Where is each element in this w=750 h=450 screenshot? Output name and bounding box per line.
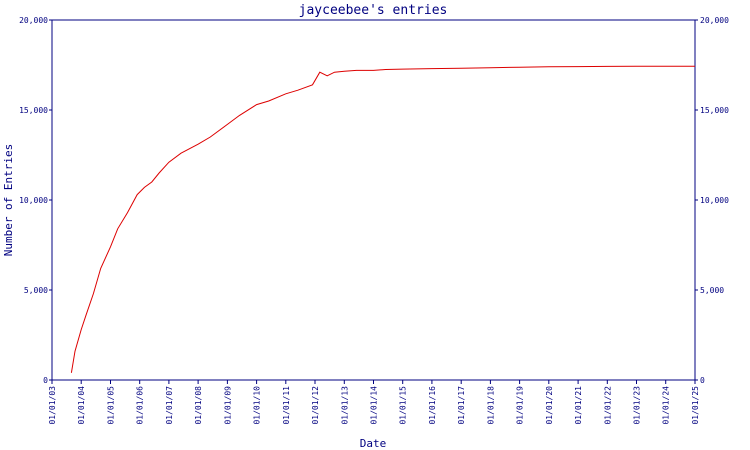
x-tick-label: 01/01/25: [691, 386, 700, 425]
x-tick-label: 01/01/04: [77, 386, 86, 425]
x-tick-label: 01/01/10: [253, 386, 262, 425]
x-tick-label: 01/01/20: [545, 386, 554, 425]
x-tick-label: 01/01/24: [662, 386, 671, 425]
x-tick-label: 01/01/22: [603, 386, 612, 425]
y-axis-label: Number of Entries: [2, 144, 15, 257]
y-axis-left: 0 5,000 10,000 15,000 20,000: [19, 16, 52, 385]
x-tick-label: 01/01/13: [340, 386, 349, 425]
x-tick-label: 01/01/09: [223, 386, 232, 425]
x-axis: 01/01/03 01/01/04 01/01/05 01/01/06 01/01/07…: [48, 380, 700, 425]
x-tick-label: 01/01/12: [311, 386, 320, 425]
x-tick-label: 01/01/18: [486, 386, 495, 425]
x-axis-label: Date: [360, 437, 387, 450]
x-tick-label: 01/01/23: [633, 386, 642, 425]
y-tick-label-right: 5,000: [700, 286, 724, 295]
series-line: [70, 65, 695, 373]
x-tick-label: 01/01/19: [516, 386, 525, 425]
y-tick-label-right: 20,000: [700, 16, 729, 25]
y-tick-label-left: 0: [43, 376, 48, 385]
y-tick-label-right: 10,000: [700, 196, 729, 205]
x-tick-label: 01/01/21: [574, 386, 583, 425]
x-tick-label: 01/01/15: [399, 386, 408, 425]
y-tick-label-left: 15,000: [19, 106, 48, 115]
x-tick-label: 01/01/06: [136, 386, 145, 425]
x-tick-label: 01/01/16: [428, 386, 437, 425]
x-tick-label: 01/01/14: [370, 386, 379, 425]
y-axis-right: 0 5,000 10,000 15,000 20,000: [695, 16, 729, 385]
x-tick-label: 01/01/07: [165, 386, 174, 425]
y-tick-label-right: 15,000: [700, 106, 729, 115]
chart-title: jayceebee's entries: [299, 3, 448, 18]
y-tick-label-right: 0: [700, 376, 705, 385]
x-tick-label: 01/01/05: [106, 386, 115, 425]
y-tick-label-left: 20,000: [19, 16, 48, 25]
y-tick-label-left: 10,000: [19, 196, 48, 205]
plot-area-frame: [51, 19, 696, 381]
x-tick-label: 01/01/08: [194, 386, 203, 425]
y-tick-label-left: 5,000: [24, 286, 48, 295]
x-tick-label: 01/01/11: [282, 386, 291, 425]
x-tick-label: 01/01/17: [457, 386, 466, 425]
x-tick-label: 01/01/03: [48, 386, 57, 425]
